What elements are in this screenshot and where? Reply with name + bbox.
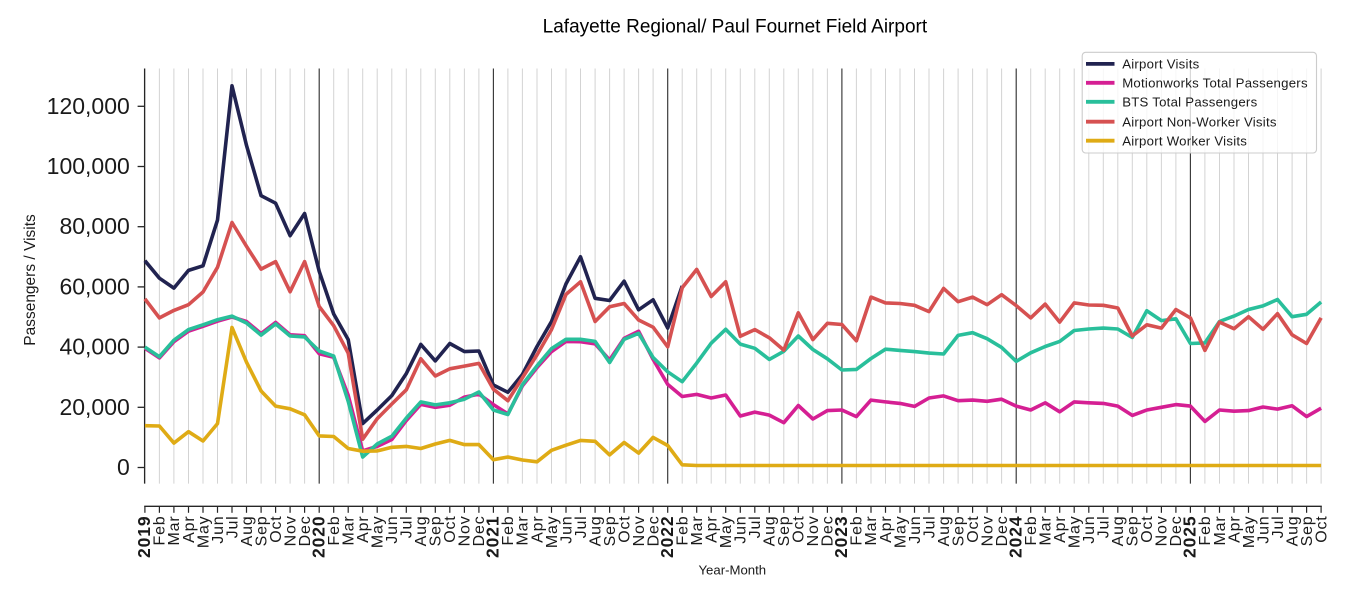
svg-text:Feb: Feb: [152, 516, 169, 546]
svg-text:Apr: Apr: [529, 516, 546, 543]
svg-text:Jul: Jul: [573, 516, 590, 539]
svg-text:2022: 2022: [657, 516, 677, 559]
svg-text:Dec: Dec: [297, 516, 314, 547]
svg-text:Feb: Feb: [675, 516, 692, 546]
svg-text:2020: 2020: [309, 516, 329, 559]
svg-text:Dec: Dec: [645, 516, 662, 547]
svg-text:2024: 2024: [1006, 516, 1026, 559]
svg-text:80,000: 80,000: [59, 213, 129, 239]
svg-text:Sep: Sep: [776, 516, 793, 547]
svg-text:Mar: Mar: [166, 516, 183, 546]
svg-text:Apr: Apr: [181, 516, 198, 543]
svg-text:Oct: Oct: [616, 516, 633, 543]
svg-text:Nov: Nov: [282, 516, 299, 547]
svg-text:Sep: Sep: [1125, 516, 1142, 547]
svg-text:Aug: Aug: [413, 516, 430, 547]
svg-text:120,000: 120,000: [47, 93, 130, 119]
svg-text:Oct: Oct: [1139, 516, 1156, 543]
svg-text:Jul: Jul: [224, 516, 241, 539]
svg-text:Sep: Sep: [602, 516, 619, 547]
svg-text:Feb: Feb: [849, 516, 866, 546]
svg-text:Jul: Jul: [747, 516, 764, 539]
svg-text:Aug: Aug: [239, 516, 256, 547]
svg-text:20,000: 20,000: [59, 394, 129, 420]
svg-text:Mar: Mar: [341, 516, 358, 546]
svg-text:May: May: [544, 516, 561, 549]
svg-text:2019: 2019: [134, 516, 154, 559]
svg-text:Nov: Nov: [805, 516, 822, 547]
svg-text:0: 0: [117, 454, 130, 480]
svg-text:Sep: Sep: [950, 516, 967, 547]
svg-text:Feb: Feb: [1197, 516, 1214, 546]
svg-text:Apr: Apr: [878, 516, 895, 543]
svg-text:Jun: Jun: [1081, 516, 1098, 544]
svg-text:Aug: Aug: [1284, 516, 1301, 547]
svg-text:Jun: Jun: [384, 516, 401, 544]
svg-text:40,000: 40,000: [59, 334, 129, 360]
svg-text:Jul: Jul: [921, 516, 938, 539]
svg-text:Airport Non-Worker Visits: Airport Non-Worker Visits: [1122, 114, 1277, 129]
svg-text:2023: 2023: [831, 516, 851, 559]
svg-text:Jun: Jun: [558, 516, 575, 544]
svg-text:Jul: Jul: [1096, 516, 1113, 539]
svg-text:Jul: Jul: [399, 516, 416, 539]
svg-text:Nov: Nov: [631, 516, 648, 547]
svg-text:Airport Worker Visits: Airport Worker Visits: [1122, 133, 1247, 148]
svg-text:Oct: Oct: [268, 516, 285, 543]
svg-text:Jun: Jun: [1255, 516, 1272, 544]
svg-text:Dec: Dec: [820, 516, 837, 547]
svg-text:Mar: Mar: [1038, 516, 1055, 546]
svg-text:Year-Month: Year-Month: [698, 563, 766, 578]
svg-text:May: May: [370, 516, 387, 549]
svg-text:Dec: Dec: [471, 516, 488, 547]
svg-text:Mar: Mar: [515, 516, 532, 546]
svg-text:Apr: Apr: [1226, 516, 1243, 543]
svg-text:May: May: [1067, 516, 1084, 549]
svg-text:Nov: Nov: [1154, 516, 1171, 547]
svg-text:Mar: Mar: [863, 516, 880, 546]
svg-text:Oct: Oct: [442, 516, 459, 543]
svg-text:100,000: 100,000: [47, 153, 130, 179]
svg-text:Dec: Dec: [1168, 516, 1185, 547]
svg-text:BTS Total Passengers: BTS Total Passengers: [1122, 95, 1257, 110]
svg-text:Aug: Aug: [936, 516, 953, 547]
svg-text:May: May: [718, 516, 735, 549]
svg-text:Lafayette Regional/ Paul Fourn: Lafayette Regional/ Paul Fournet Field A…: [543, 17, 928, 38]
svg-text:May: May: [892, 516, 909, 549]
svg-text:May: May: [1241, 516, 1258, 549]
svg-text:Sep: Sep: [428, 516, 445, 547]
svg-text:Motionworks Total Passengers: Motionworks Total Passengers: [1122, 76, 1308, 91]
svg-text:Nov: Nov: [457, 516, 474, 547]
svg-text:Nov: Nov: [979, 516, 996, 547]
svg-text:May: May: [195, 516, 212, 549]
svg-text:60,000: 60,000: [59, 273, 129, 299]
svg-text:Oct: Oct: [965, 516, 982, 543]
svg-text:Dec: Dec: [994, 516, 1011, 547]
svg-text:Mar: Mar: [689, 516, 706, 546]
svg-text:Jul: Jul: [1270, 516, 1287, 539]
svg-text:Jun: Jun: [907, 516, 924, 544]
svg-text:Apr: Apr: [355, 516, 372, 543]
svg-text:Sep: Sep: [1299, 516, 1316, 547]
svg-text:2021: 2021: [483, 516, 503, 559]
svg-text:Apr: Apr: [1052, 516, 1069, 543]
svg-text:Oct: Oct: [791, 516, 808, 543]
svg-text:Feb: Feb: [500, 516, 517, 546]
svg-text:Passengers / Visits: Passengers / Visits: [22, 214, 39, 346]
svg-text:Mar: Mar: [1212, 516, 1229, 546]
svg-text:Oct: Oct: [1313, 516, 1330, 543]
svg-text:Airport Visits: Airport Visits: [1122, 57, 1199, 72]
svg-text:Sep: Sep: [253, 516, 270, 547]
svg-text:Feb: Feb: [326, 516, 343, 546]
svg-text:2025: 2025: [1180, 516, 1200, 559]
svg-text:Aug: Aug: [1110, 516, 1127, 547]
svg-text:Feb: Feb: [1023, 516, 1040, 546]
svg-text:Jun: Jun: [210, 516, 227, 544]
svg-text:Jun: Jun: [733, 516, 750, 544]
svg-text:Aug: Aug: [762, 516, 779, 547]
svg-text:Apr: Apr: [704, 516, 721, 543]
svg-text:Aug: Aug: [587, 516, 604, 547]
